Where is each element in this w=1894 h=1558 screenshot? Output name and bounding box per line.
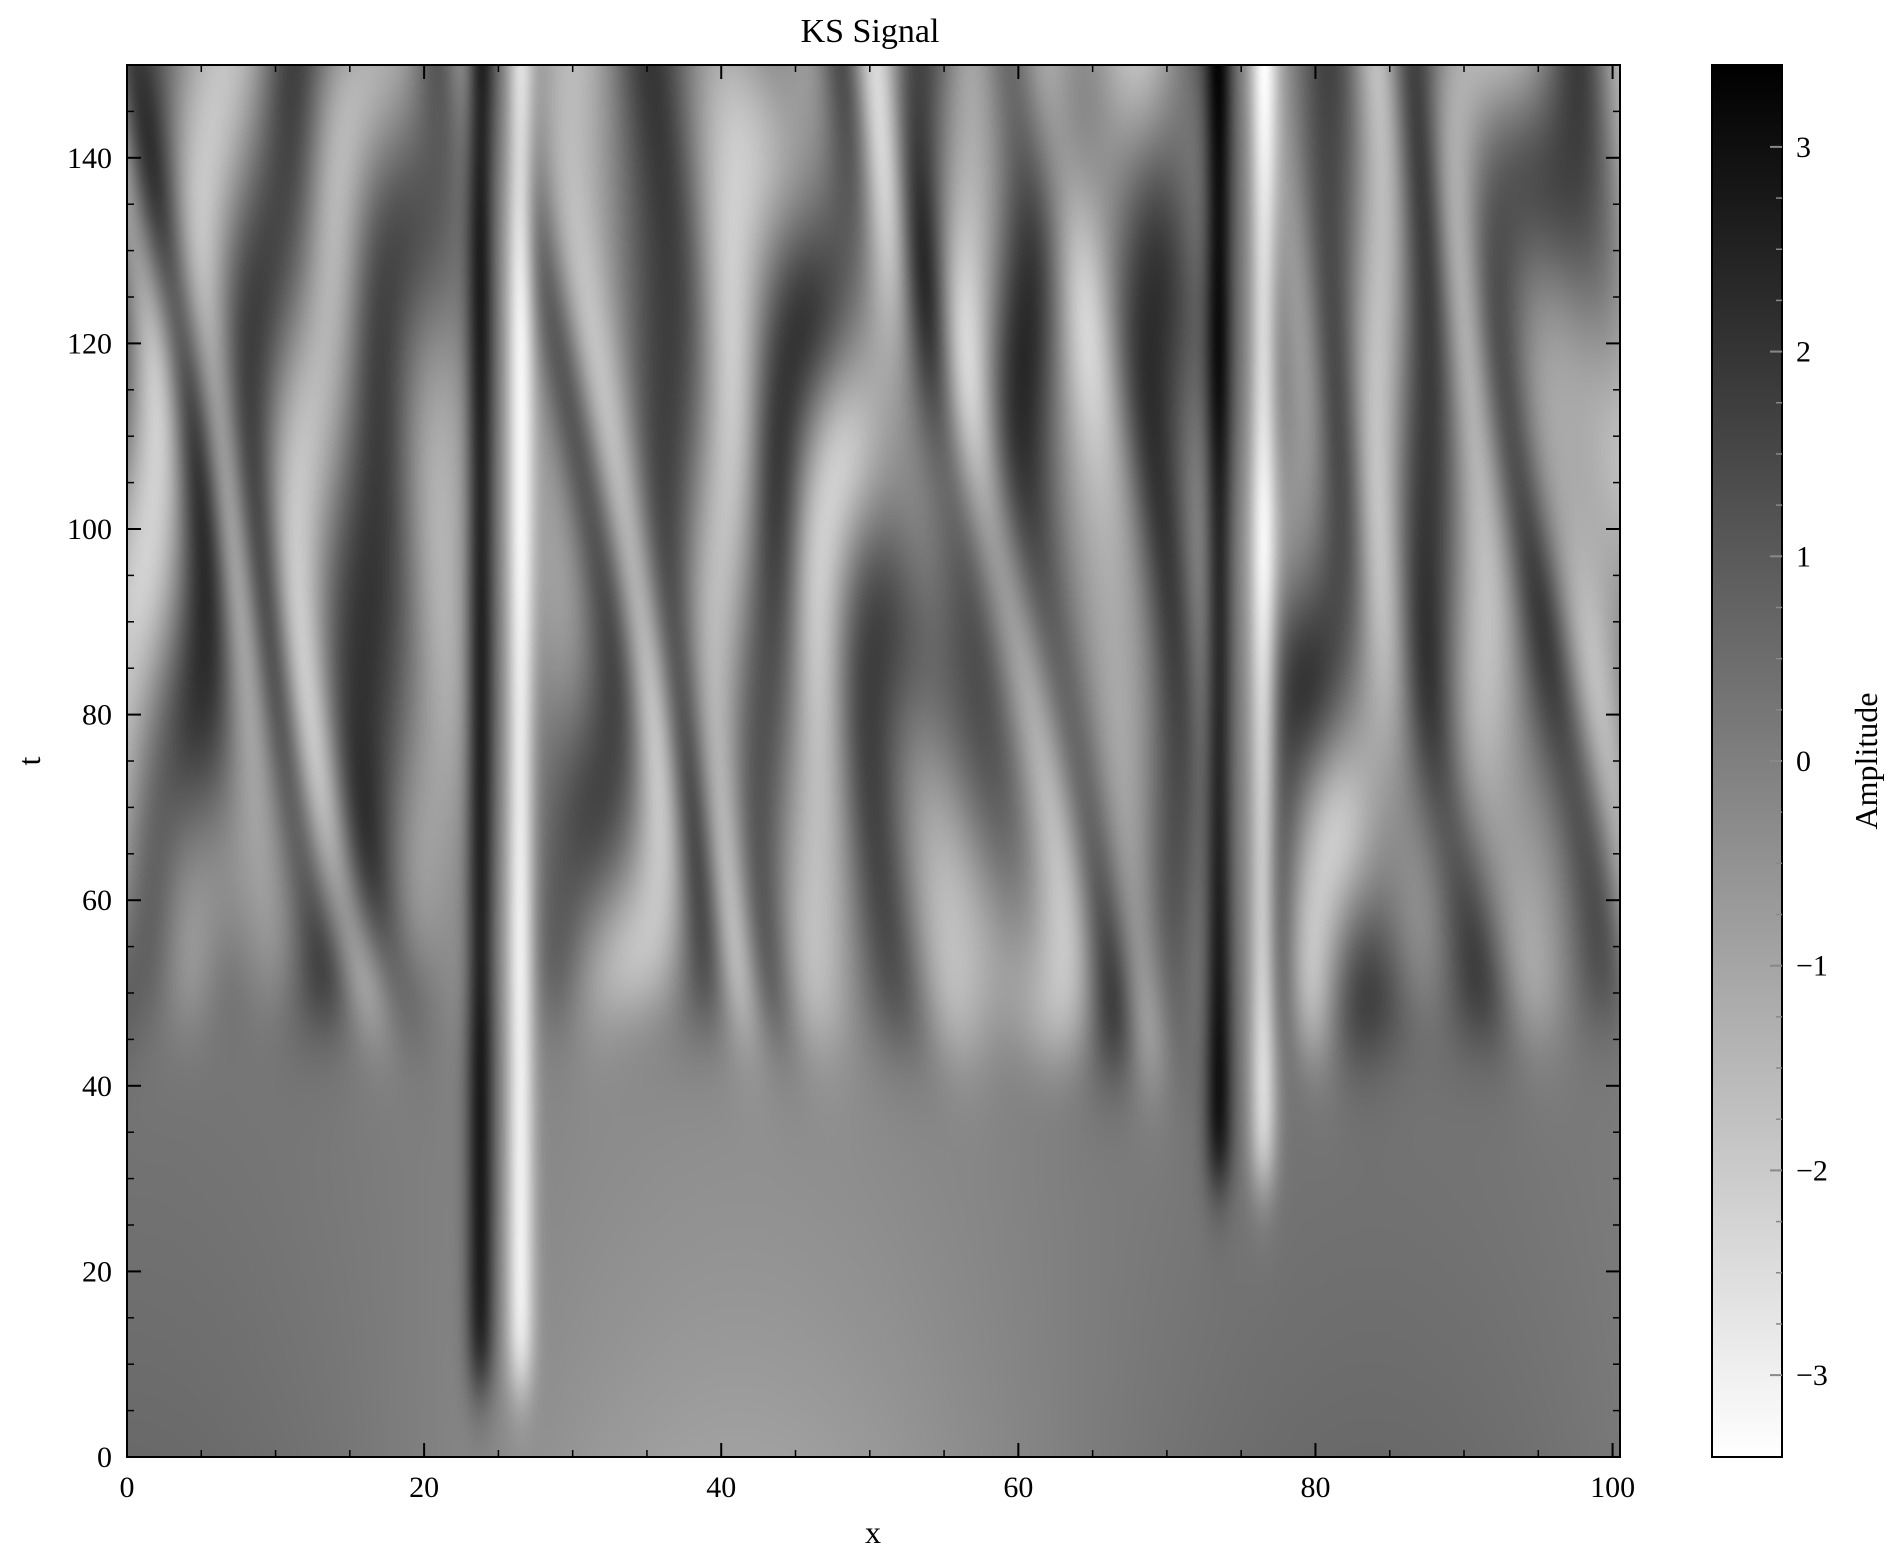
colorbar-tick-label: 1 — [1796, 540, 1811, 573]
chart-title: KS Signal — [801, 13, 940, 50]
x-tick-label: 0 — [120, 1471, 135, 1504]
colorbar-tick-label: 0 — [1796, 745, 1811, 778]
colorbar-tick-label: 2 — [1796, 336, 1811, 369]
y-tick-label: 120 — [67, 327, 112, 360]
y-tick-label: 60 — [82, 884, 112, 917]
colorbar-tick-label: −2 — [1796, 1154, 1828, 1187]
x-tick-label: 60 — [1003, 1471, 1033, 1504]
x-axis: 0 20 40 60 80 100 — [120, 65, 1635, 1504]
x-tick-label: 20 — [409, 1471, 439, 1504]
x-tick-label: 100 — [1590, 1471, 1635, 1504]
y-tick-label: 100 — [67, 513, 112, 546]
colorbar: −3 −2 −1 0 1 2 3 Amplitude — [1711, 64, 1884, 1458]
y-tick-label: 20 — [82, 1255, 112, 1288]
colorbar-tick-label: −1 — [1796, 950, 1828, 983]
colorbar-ticks: −3 −2 −1 0 1 2 3 — [1770, 131, 1828, 1392]
y-axis-label: t — [11, 756, 47, 765]
heatmap-image — [127, 65, 1620, 1457]
x-tick-label: 40 — [706, 1471, 736, 1504]
colorbar-tick-label: 3 — [1796, 131, 1811, 164]
colorbar-label: Amplitude — [1848, 693, 1884, 830]
x-tick-label: 80 — [1300, 1471, 1330, 1504]
y-tick-label: 40 — [82, 1070, 112, 1103]
y-tick-label: 140 — [67, 142, 112, 175]
y-axis: 0 20 40 60 80 100 120 140 — [67, 110, 1620, 1474]
x-axis-label: x — [865, 1514, 881, 1550]
y-tick-label: 0 — [97, 1441, 112, 1474]
colorbar-tick-label: −3 — [1796, 1359, 1828, 1392]
y-tick-label: 80 — [82, 699, 112, 732]
plot-area — [126, 64, 1621, 1458]
